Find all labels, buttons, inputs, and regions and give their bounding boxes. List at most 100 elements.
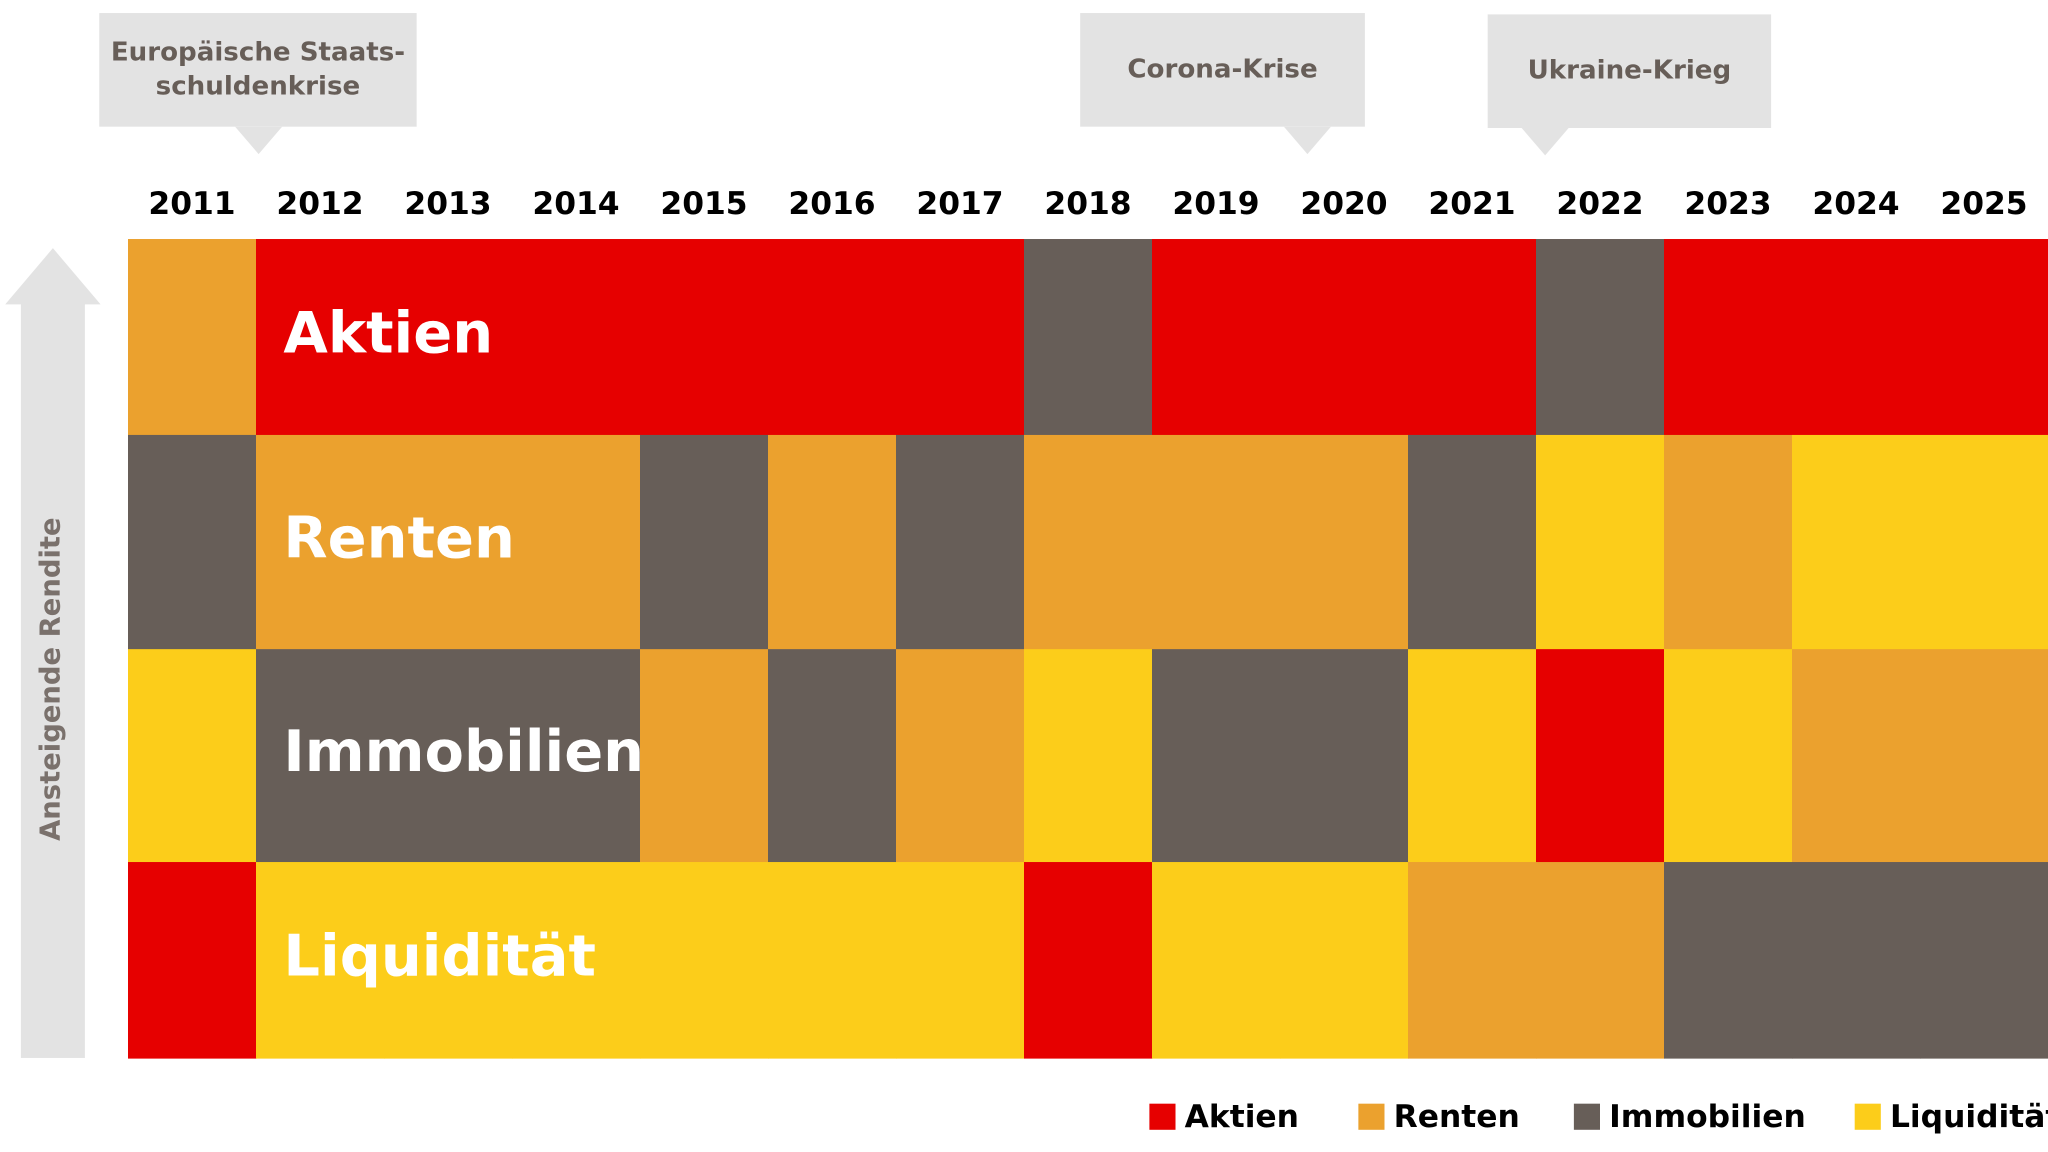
callout — [99, 13, 417, 155]
cell — [1280, 434, 1409, 650]
cell — [256, 434, 385, 650]
cell — [512, 239, 641, 436]
cell — [1792, 649, 1921, 863]
callout-box — [1080, 13, 1365, 127]
cell — [1152, 649, 1281, 863]
callout-box — [99, 13, 417, 127]
cell — [1408, 649, 1537, 863]
cell — [1536, 649, 1665, 863]
cell — [1920, 862, 2048, 1059]
cell — [1920, 239, 2048, 436]
cell — [1152, 862, 1281, 1059]
cell — [512, 862, 641, 1059]
row-label: Renten — [283, 505, 514, 572]
cell — [1792, 862, 1921, 1059]
cell — [384, 862, 513, 1059]
year-label: 2025 — [1940, 186, 2027, 222]
cell — [896, 434, 1025, 650]
cell — [768, 649, 897, 863]
cell — [1280, 649, 1409, 863]
year-label: 2019 — [1172, 186, 1259, 222]
cell — [1024, 862, 1153, 1059]
cell — [1408, 239, 1537, 436]
year-label: 2018 — [1044, 186, 1131, 222]
axis-label: Ansteigende Rendite — [36, 517, 67, 840]
cell — [512, 434, 641, 650]
cell — [1536, 862, 1665, 1059]
year-label: 2022 — [1556, 186, 1643, 222]
cell — [640, 434, 769, 650]
legend-swatch — [1854, 1103, 1881, 1130]
legend-swatch — [1358, 1103, 1385, 1130]
cell — [1408, 862, 1537, 1059]
year-label: 2020 — [1300, 186, 1387, 222]
cell — [1280, 862, 1409, 1059]
year-label: 2017 — [916, 186, 1003, 222]
cell — [896, 239, 1025, 436]
callout-pointer — [235, 126, 283, 155]
cell — [1024, 239, 1153, 436]
year-label: 2014 — [532, 186, 619, 222]
cell — [128, 862, 257, 1059]
cell — [256, 239, 385, 436]
callout-pointer — [1521, 128, 1569, 156]
year-label: 2023 — [1684, 186, 1771, 222]
year-label: 2011 — [148, 186, 235, 222]
cell — [1408, 434, 1537, 650]
callout-pointer — [1283, 126, 1331, 155]
callout — [1487, 14, 1772, 156]
cell — [1792, 434, 1921, 650]
year-label: 2016 — [788, 186, 875, 222]
cell — [1664, 862, 1793, 1059]
cell — [768, 862, 897, 1059]
cell — [1024, 649, 1153, 863]
cell — [384, 434, 513, 650]
cell — [1152, 239, 1281, 436]
cell — [768, 434, 897, 650]
cell — [512, 649, 641, 863]
cell — [384, 649, 513, 863]
annotation-text: schuldenkrise — [156, 71, 361, 101]
legend-label: Immobilien — [1609, 1099, 1806, 1135]
annotation-text: Europäische Staats- — [111, 37, 405, 67]
cell — [640, 239, 769, 436]
cell — [896, 649, 1025, 863]
cell — [768, 239, 897, 436]
cell — [1920, 649, 2048, 863]
row-label: Immobilien — [283, 718, 644, 785]
cell — [1152, 434, 1281, 650]
cell — [1024, 434, 1153, 650]
cell — [256, 649, 385, 863]
cell — [128, 649, 257, 863]
year-label: 2021 — [1428, 186, 1515, 222]
cell — [1664, 649, 1793, 863]
annotation-text: Corona-Krise — [1127, 54, 1317, 84]
year-label: 2013 — [404, 186, 491, 222]
cell — [1792, 239, 1921, 436]
cell — [384, 239, 513, 436]
cell — [1664, 239, 1793, 436]
cell — [256, 862, 385, 1059]
cell — [1664, 434, 1793, 650]
cell — [1536, 239, 1665, 436]
legend-swatch — [1573, 1103, 1600, 1130]
cell — [1280, 239, 1409, 436]
legend-swatch — [1149, 1103, 1176, 1130]
cell — [128, 239, 257, 436]
callout — [1080, 13, 1365, 155]
year-label: 2024 — [1812, 186, 1899, 222]
legend-label: Liquidität — [1890, 1099, 2048, 1135]
year-label: 2015 — [660, 186, 747, 222]
row-label: Aktien — [283, 300, 493, 367]
annotation-text: Ukraine-Krieg — [1528, 56, 1732, 86]
legend-label: Renten — [1394, 1099, 1520, 1135]
year-label: 2012 — [276, 186, 363, 222]
cell — [1920, 434, 2048, 650]
callout-box — [1487, 14, 1772, 128]
cell — [896, 862, 1025, 1059]
cell — [640, 862, 769, 1059]
y-axis-arrow — [5, 248, 101, 1058]
cell — [128, 434, 257, 650]
cell — [640, 649, 769, 863]
